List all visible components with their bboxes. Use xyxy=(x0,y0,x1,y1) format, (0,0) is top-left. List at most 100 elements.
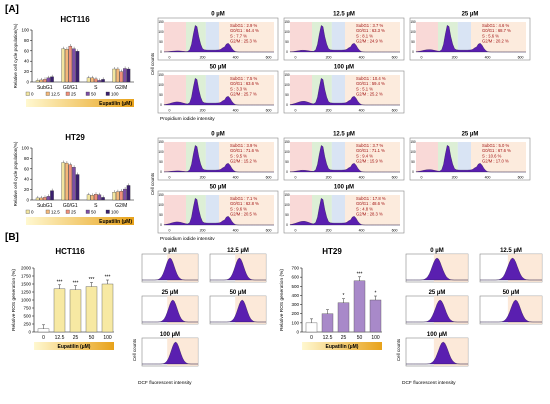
histogram-panel: 0 200 400 600 0 50 100 150 SubG1 : 7.5 %G0/G1 : … xyxy=(157,70,279,114)
phase-stat: G0/G1 : 71.1 % xyxy=(356,148,385,153)
bar xyxy=(86,194,91,201)
y-tick-label: 40 xyxy=(24,177,30,182)
significance-stars: *** xyxy=(105,275,111,281)
bar xyxy=(119,71,124,83)
histogram-panel: 0 200 400 600 0 50 100 150 SubG1 : 17.8 %G0/G1 :… xyxy=(283,190,405,234)
eupatilin-gradient xyxy=(26,217,134,225)
x-tick-label: 200 xyxy=(326,176,332,180)
y-axis-label: Relative cell cycle population(%) xyxy=(13,23,18,88)
histogram-panel: 0 200 400 600 0 50 100 150 SubG1 : 2.9 %G0/G1 : … xyxy=(157,17,279,61)
facs-histogram xyxy=(210,257,266,281)
y-tick-label: 100 xyxy=(284,30,290,34)
subg1-region xyxy=(164,142,186,172)
y-tick-label: 150 xyxy=(284,73,290,77)
bar xyxy=(123,68,127,83)
bar xyxy=(119,191,124,201)
x-tick-label: 200 xyxy=(200,176,206,180)
s-region xyxy=(331,142,345,172)
category-label: G2/M xyxy=(115,203,127,209)
facs-grid-hct116: 0 µM 12.5 µM 25 µM 50 µM 100 µM Cell counts DC… xyxy=(132,248,267,386)
x-tick-label: 600 xyxy=(266,229,272,233)
histogram-title: 50 µM xyxy=(210,65,227,71)
phase-stat: SubG1 : 2.9 % xyxy=(230,23,258,28)
phase-stat: S : 10.6 % xyxy=(482,153,502,158)
bar xyxy=(43,197,47,201)
bar xyxy=(68,45,73,83)
y-tick-label: 0 xyxy=(26,80,29,85)
y-tick-label: 150 xyxy=(284,140,290,144)
x-tick-label: 600 xyxy=(518,56,524,60)
eupatilin-gradient xyxy=(302,342,382,350)
phase-stat: G2/M : 20.2 % xyxy=(482,39,509,44)
phase-stat: SubG1 : 4.6 % xyxy=(482,23,510,28)
bar xyxy=(115,191,120,201)
legend-swatch xyxy=(45,209,50,214)
phase-stat: G0/G1 : 63.6 % xyxy=(230,81,259,86)
y-tick-label: 150 xyxy=(158,193,164,197)
legend-label: 50 xyxy=(91,209,97,214)
phase-stat: G2/M : 17.0 % xyxy=(482,159,509,164)
phase-stat: S : 5.1 % xyxy=(356,86,373,91)
category-label: 50 xyxy=(357,335,363,341)
y-tick-label: 500 xyxy=(291,284,299,289)
y-tick-label: 0 xyxy=(160,50,162,54)
histogram-title: 0 µM xyxy=(211,132,224,138)
histogram-fill xyxy=(289,198,400,226)
category-label: G0/G1 xyxy=(63,203,78,209)
category-label: 50 xyxy=(89,335,95,341)
significance-stars: *** xyxy=(357,271,363,277)
panel-b-label: [B] xyxy=(5,232,19,243)
y-tick-label: 150 xyxy=(284,193,290,197)
histogram-fill xyxy=(289,25,400,53)
histogram-fill xyxy=(289,78,400,106)
bar xyxy=(101,197,105,201)
x-tick-label: 600 xyxy=(392,109,398,113)
category-label: 100 xyxy=(103,335,112,341)
phase-stat: G2/M : 28.3 % xyxy=(356,212,383,217)
phase-stat: SubG1 : 7.1 % xyxy=(230,196,258,201)
y-tick-label: 700 xyxy=(291,266,299,271)
x-tick-label: 0 xyxy=(295,176,297,180)
histogram-fill xyxy=(163,145,274,173)
category-label: SubG1 xyxy=(37,203,53,209)
facs-title: 0 µM xyxy=(163,248,176,254)
y-tick-label: 750 xyxy=(23,306,31,311)
y-tick-label: 40 xyxy=(24,59,30,64)
bar xyxy=(126,68,131,83)
x-tick-label: 400 xyxy=(359,176,365,180)
legend-swatch xyxy=(105,91,110,96)
phase-stat: S : 9.5 % xyxy=(230,153,247,158)
y-tick-label: 100 xyxy=(158,83,164,87)
x-tick-label: 0 xyxy=(295,229,297,233)
facs-x-title: DCF fluorescent intensity xyxy=(138,380,192,386)
subg1-region xyxy=(164,22,186,52)
y-tick-label: 100 xyxy=(284,83,290,87)
s-region xyxy=(205,142,219,172)
x-tick-label: 200 xyxy=(200,109,206,113)
x-tick-label: 200 xyxy=(326,229,332,233)
phase-stat: G0/G1 : 48.6 % xyxy=(356,201,385,206)
y-tick-label: 80 xyxy=(24,38,30,43)
facs-title: 12.5 µM xyxy=(227,248,249,254)
x-tick-label: 600 xyxy=(266,176,272,180)
facs-grid-ht29: 0 µM 12.5 µM 25 µM 50 µM 100 µM Cell counts DC… xyxy=(396,248,543,386)
legend-swatch xyxy=(65,209,70,214)
s-region xyxy=(205,195,219,225)
bar xyxy=(126,185,131,201)
legend-swatch xyxy=(25,91,30,96)
ros-bar xyxy=(85,286,98,333)
y-axis-label: Relative ROS generation (%) xyxy=(11,269,17,331)
y-tick-label: 0 xyxy=(286,50,288,54)
x-tick-label: 400 xyxy=(359,229,365,233)
phase-stat: G2/M : 25.7 % xyxy=(230,92,257,97)
y-tick-label: 0 xyxy=(286,103,288,107)
y-tick-label: 20 xyxy=(24,187,30,192)
category-label: 0 xyxy=(42,335,45,341)
x-tick-label: 600 xyxy=(392,229,398,233)
y-tick-label: 100 xyxy=(21,28,29,33)
y-tick-label: 50 xyxy=(285,40,289,44)
facs-title: 50 µM xyxy=(230,290,247,296)
phase-stat: S : 4.8 % xyxy=(356,206,373,211)
bar xyxy=(123,188,127,201)
